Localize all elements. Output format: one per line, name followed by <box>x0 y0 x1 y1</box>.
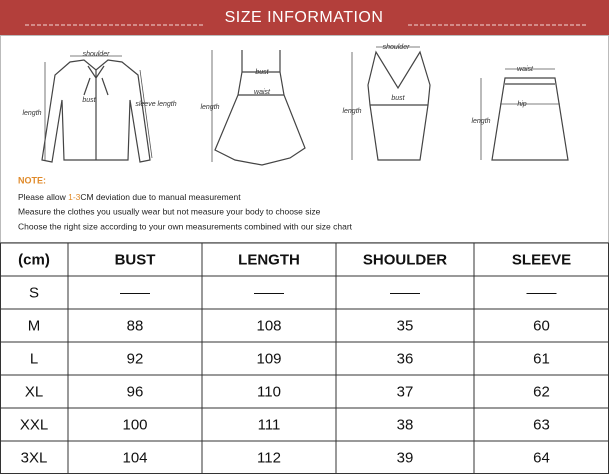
label: length <box>471 118 490 125</box>
size-label: XXL <box>20 416 48 433</box>
table-cell: 36 <box>397 350 414 367</box>
table-cell: 88 <box>127 317 144 334</box>
note-text: CM deviation due to manual measurement <box>80 192 241 202</box>
label: bust <box>82 97 96 104</box>
column-header: SLEEVE <box>512 251 571 268</box>
table-cell: 110 <box>257 383 281 400</box>
table-cell: —— <box>527 284 557 301</box>
dress-sketch <box>211 50 306 166</box>
table-cell: 60 <box>533 317 550 334</box>
label: shoulder <box>83 51 111 58</box>
size-label: L <box>30 350 38 367</box>
label: length <box>200 104 219 111</box>
table-cell: 38 <box>397 416 414 433</box>
label: length <box>342 108 361 115</box>
size-label: S <box>29 284 39 301</box>
size-table: (cm) BUST LENGTH SHOULDER SLEEVE S —— —— —— —— M 88… <box>0 242 609 474</box>
label: bust <box>255 69 269 76</box>
label: shoulder <box>383 44 411 51</box>
note-highlight: 1-3 <box>68 192 81 202</box>
header-band <box>0 0 609 35</box>
column-header: SHOULDER <box>363 251 447 268</box>
skirt-sketch <box>480 68 569 161</box>
note-title: NOTE: <box>18 175 46 185</box>
blouse-sketch <box>41 55 153 163</box>
table-cell: 64 <box>533 449 550 466</box>
label: waist <box>254 89 271 96</box>
note-line: Please allow 1-3CM deviation due to manu… <box>18 192 241 202</box>
table-cell: 63 <box>533 416 550 433</box>
table-cell: 39 <box>397 449 414 466</box>
label: waist <box>517 66 534 73</box>
table-cell: 92 <box>127 350 144 367</box>
note-text: Please allow <box>18 192 68 202</box>
table-cell: 111 <box>258 416 281 433</box>
table-cell: 108 <box>256 317 281 334</box>
label: bust <box>391 95 405 102</box>
note-line: Choose the right size according to your … <box>18 221 353 231</box>
label: length <box>22 110 41 117</box>
table-cell: —— <box>390 284 420 301</box>
table-cell: 100 <box>122 416 147 433</box>
column-header: (cm) <box>18 251 50 268</box>
table-cell: —— <box>254 284 284 301</box>
size-label: XL <box>25 383 43 400</box>
note-line: Measure the clothes you usually wear but… <box>18 206 321 216</box>
table-cell: 96 <box>127 383 144 400</box>
table-bg <box>0 243 609 474</box>
column-header: LENGTH <box>238 251 300 268</box>
header-title: SIZE INFORMATION <box>225 9 384 26</box>
vest-sketch <box>351 46 431 161</box>
table-cell: —— <box>120 284 150 301</box>
table-cell: 62 <box>533 383 550 400</box>
table-cell: 37 <box>397 383 414 400</box>
table-cell: 61 <box>533 350 550 367</box>
table-cell: 112 <box>257 449 281 466</box>
table-cell: 104 <box>122 449 147 466</box>
size-label: 3XL <box>21 449 48 466</box>
label: sleeve length <box>135 101 176 108</box>
label: hip <box>517 101 526 108</box>
table-cell: 35 <box>397 317 414 334</box>
size-label: M <box>28 317 41 334</box>
table-cell: 109 <box>256 350 281 367</box>
column-header: BUST <box>115 251 156 268</box>
